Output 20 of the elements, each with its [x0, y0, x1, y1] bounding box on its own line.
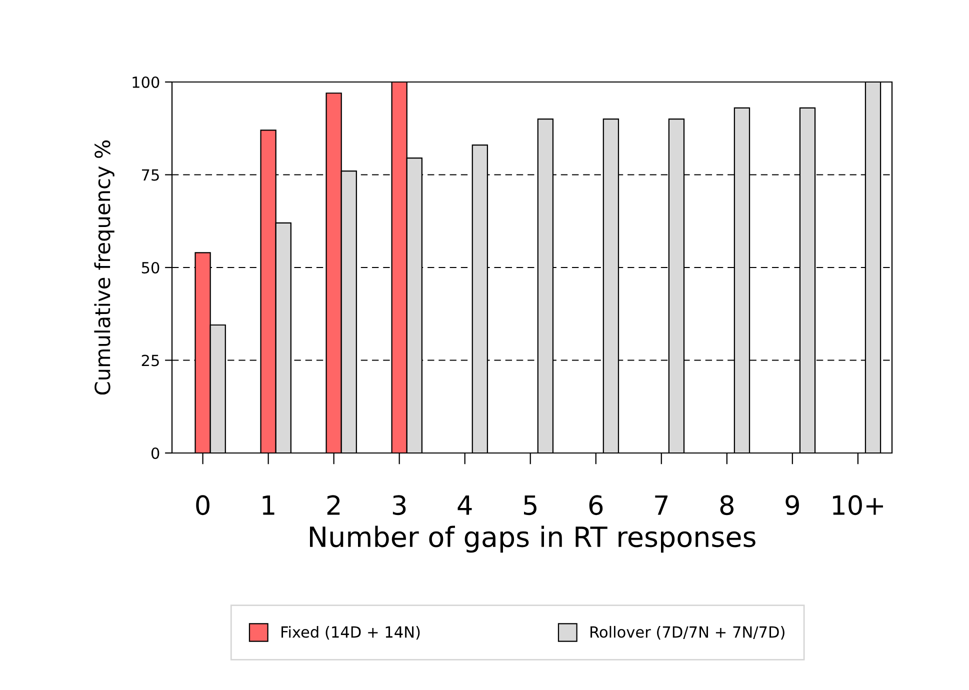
x-tick-label: 10+	[832, 495, 883, 516]
x-tick-label: 6	[589, 495, 603, 516]
legend-label: Fixed (14D + 14N)	[282, 626, 420, 640]
x-tick-label: 2	[327, 495, 340, 515]
x-tick-label: 9	[786, 495, 799, 516]
y-tick-label: 25	[142, 354, 159, 366]
x-axis-title: Number of gaps in RT responses	[310, 526, 756, 553]
x-tick-label: 1	[262, 495, 274, 515]
y-tick-label: 100	[132, 76, 160, 88]
y-tick-label: 50	[142, 262, 160, 274]
x-tick-label: 4	[458, 495, 472, 515]
x-tick-label: 3	[392, 495, 406, 516]
y-tick-label: 75	[142, 169, 159, 181]
x-tick-label: 0	[196, 495, 210, 516]
x-tick-label: 8	[720, 495, 734, 516]
y-axis-title: Cumulative frequency %	[94, 140, 114, 395]
x-tick-label: 5	[524, 495, 536, 516]
y-tick-label: 0	[151, 447, 160, 460]
x-tick-label: 7	[655, 495, 668, 515]
legend-label: Rollover (7D/7N + 7N/7D)	[590, 626, 784, 640]
